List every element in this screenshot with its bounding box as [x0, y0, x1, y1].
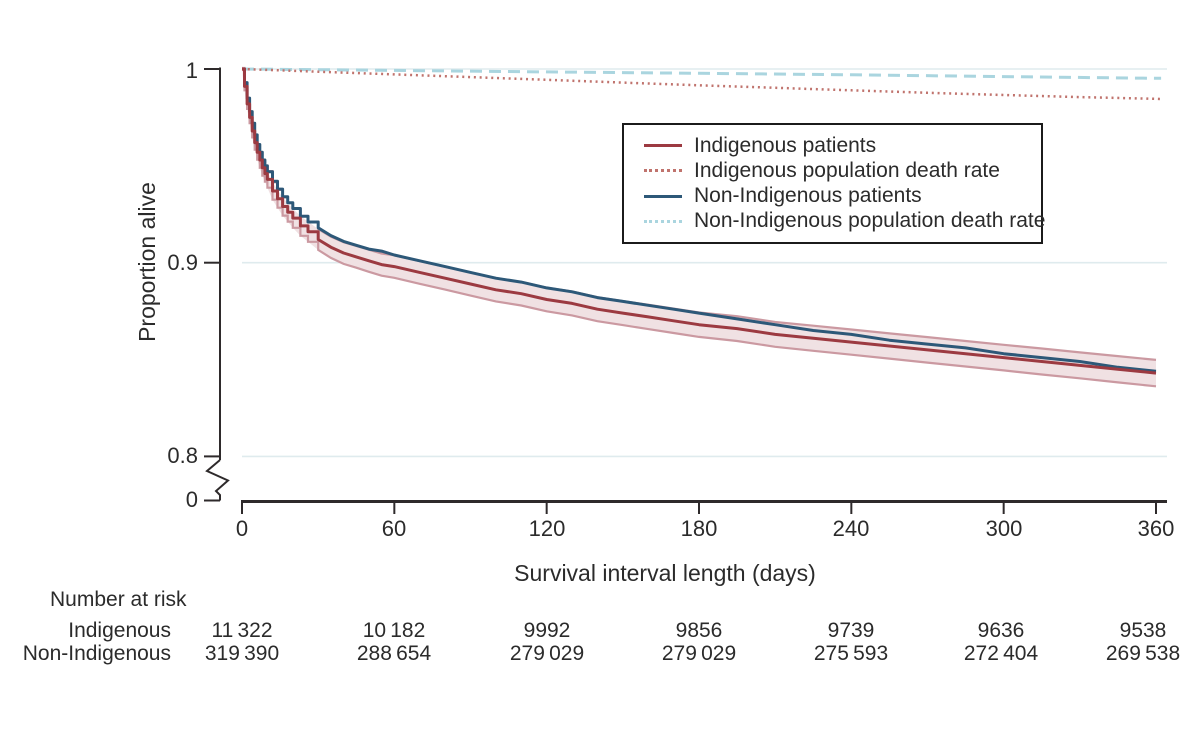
legend-label: Non-Indigenous population death rate: [694, 209, 1046, 233]
risk-value: 279 029: [661, 642, 737, 665]
risk-row-label-indigenous: Indigenous: [68, 619, 171, 642]
y-tick-label-0: 0: [185, 487, 198, 512]
risk-value: 275 593: [813, 642, 889, 665]
legend-label: Indigenous population death rate: [694, 158, 1000, 182]
y-tick-label-1: 1: [185, 58, 198, 83]
x-tick-label-60: 60: [381, 516, 407, 541]
solid-blue-line-swatch-icon: [644, 194, 682, 198]
risk-value: 9739: [827, 619, 875, 642]
x-tick-label-240: 240: [832, 516, 870, 541]
non-indigenous-survival-curve: [242, 67, 1157, 373]
x-tick-label-360: 360: [1137, 516, 1175, 541]
risk-value: 9992: [523, 619, 571, 642]
indigenous-death-rate-line: [241, 67, 1162, 101]
x-axis-title: Survival interval length (days): [514, 560, 816, 586]
risk-value: 272 404: [963, 642, 1039, 665]
x-tick-label-180: 180: [680, 516, 718, 541]
risk-value: 11 322: [211, 619, 273, 642]
number-at-risk-title: Number at risk: [50, 588, 187, 611]
non-indigenous-death-rate-line: [241, 67, 1162, 80]
legend-item-non-indigenous-patients: Non-Indigenous patients: [644, 184, 1035, 208]
risk-value: 9636: [977, 619, 1025, 642]
risk-row-label-non-indigenous: Non-Indigenous: [22, 642, 171, 665]
risk-value: 269 538: [1105, 642, 1181, 665]
indigenous-survival-curve: [242, 67, 1157, 375]
risk-value: 9856: [675, 619, 723, 642]
y-tick-label-0_8: 0.8: [167, 443, 198, 468]
risk-value: 279 029: [509, 642, 585, 665]
legend-label: Non-Indigenous patients: [694, 184, 922, 208]
indigenous-ci-band: [242, 68, 1156, 387]
x-tick-label-300: 300: [985, 516, 1023, 541]
risk-value: 288 654: [356, 642, 432, 665]
x-tick-label-0: 0: [235, 516, 249, 541]
solid-red-line-swatch-icon: [644, 144, 682, 148]
legend-label: Indigenous patients: [694, 133, 877, 157]
risk-value: 319 390: [204, 642, 280, 665]
x-tick-label-120: 120: [528, 516, 566, 541]
legend-item-indigenous-death-rate: Indigenous population death rate: [644, 159, 1035, 183]
dotted-red-line-swatch-icon: [644, 169, 682, 173]
legend-box: Indigenous patients Indigenous populatio…: [622, 123, 1045, 244]
risk-value: 9538: [1119, 619, 1167, 642]
risk-value: 10 182: [362, 619, 426, 642]
y-tick-label-0_9: 0.9: [167, 250, 198, 275]
y-axis-break: [205, 459, 230, 501]
legend-item-indigenous-patients: Indigenous patients: [644, 134, 1035, 158]
dotted-lightblue-line-swatch-icon: [644, 219, 682, 223]
legend-item-non-indigenous-death-rate: Non-Indigenous population death rate: [644, 209, 1045, 233]
